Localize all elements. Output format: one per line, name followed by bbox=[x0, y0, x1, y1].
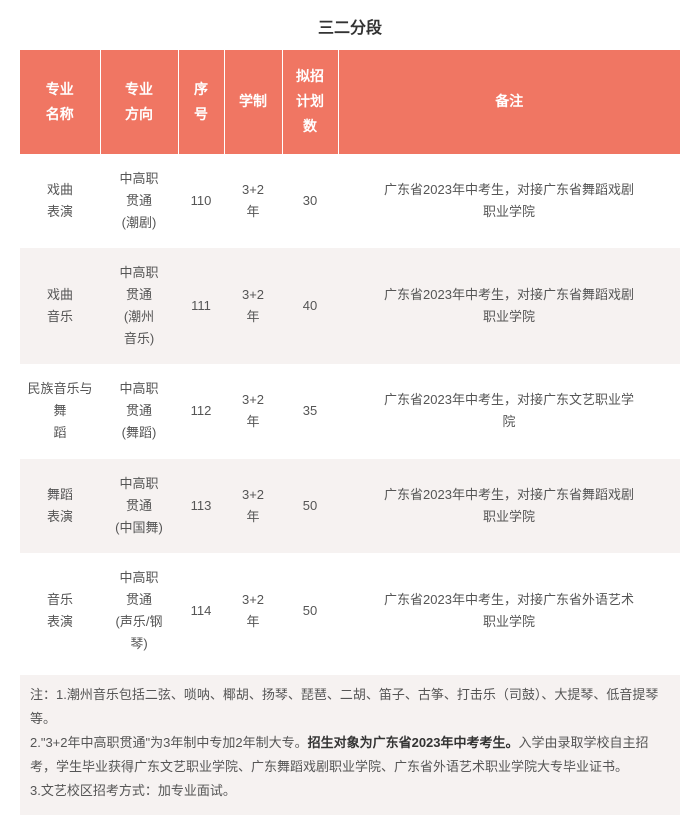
note-3: 3.文艺校区招考方式：加专业面试。 bbox=[30, 779, 670, 803]
th-remark: 备注 bbox=[338, 50, 680, 154]
cell-major-dir: 中高职贯通(中国舞) bbox=[100, 459, 178, 553]
cell-major-name: 戏曲音乐 bbox=[20, 248, 100, 364]
page-title: 三二分段 bbox=[0, 0, 700, 50]
admission-table: 专业名称 专业方向 序号 学制 拟招计划数 备注 戏曲表演 中高职贯通(潮剧) … bbox=[20, 50, 680, 669]
cell-system: 3+2年 bbox=[224, 248, 282, 364]
note-2: 2."3+2年中高职贯通"为3年制中专加2年制大专。招生对象为广东省2023年中… bbox=[30, 731, 670, 779]
cell-remark: 广东省2023年中考生，对接广东省舞蹈戏剧职业学院 bbox=[338, 459, 680, 553]
cell-system: 3+2年 bbox=[224, 553, 282, 669]
table-body: 戏曲表演 中高职贯通(潮剧) 110 3+2年 30 广东省2023年中考生，对… bbox=[20, 154, 680, 670]
cell-plan: 50 bbox=[282, 459, 338, 553]
cell-remark: 广东省2023年中考生，对接广东省舞蹈戏剧职业学院 bbox=[338, 248, 680, 364]
table-header-row: 专业名称 专业方向 序号 学制 拟招计划数 备注 bbox=[20, 50, 680, 154]
cell-seq: 113 bbox=[178, 459, 224, 553]
table-row: 戏曲音乐 中高职贯通(潮州音乐) 111 3+2年 40 广东省2023年中考生… bbox=[20, 248, 680, 364]
table-row: 民族音乐与舞蹈 中高职贯通(舞蹈) 112 3+2年 35 广东省2023年中考… bbox=[20, 364, 680, 458]
cell-major-name: 戏曲表演 bbox=[20, 154, 100, 248]
cell-major-name: 民族音乐与舞蹈 bbox=[20, 364, 100, 458]
notes-block: 注：1.潮州音乐包括二弦、唢呐、椰胡、扬琴、琵琶、二胡、笛子、古筝、打击乐（司鼓… bbox=[20, 675, 680, 815]
cell-plan: 35 bbox=[282, 364, 338, 458]
table-row: 戏曲表演 中高职贯通(潮剧) 110 3+2年 30 广东省2023年中考生，对… bbox=[20, 154, 680, 248]
th-major-name: 专业名称 bbox=[20, 50, 100, 154]
th-major-dir: 专业方向 bbox=[100, 50, 178, 154]
cell-system: 3+2年 bbox=[224, 154, 282, 248]
cell-remark: 广东省2023年中考生，对接广东省外语艺术职业学院 bbox=[338, 553, 680, 669]
th-plan: 拟招计划数 bbox=[282, 50, 338, 154]
cell-seq: 110 bbox=[178, 154, 224, 248]
cell-plan: 50 bbox=[282, 553, 338, 669]
cell-major-dir: 中高职贯通(声乐/钢琴) bbox=[100, 553, 178, 669]
table-row: 音乐表演 中高职贯通(声乐/钢琴) 114 3+2年 50 广东省2023年中考… bbox=[20, 553, 680, 669]
cell-major-name: 音乐表演 bbox=[20, 553, 100, 669]
table-row: 舞蹈表演 中高职贯通(中国舞) 113 3+2年 50 广东省2023年中考生，… bbox=[20, 459, 680, 553]
cell-seq: 111 bbox=[178, 248, 224, 364]
cell-plan: 30 bbox=[282, 154, 338, 248]
cell-plan: 40 bbox=[282, 248, 338, 364]
cell-major-dir: 中高职贯通(潮剧) bbox=[100, 154, 178, 248]
cell-seq: 112 bbox=[178, 364, 224, 458]
cell-system: 3+2年 bbox=[224, 364, 282, 458]
cell-seq: 114 bbox=[178, 553, 224, 669]
note-1: 注：1.潮州音乐包括二弦、唢呐、椰胡、扬琴、琵琶、二胡、笛子、古筝、打击乐（司鼓… bbox=[30, 683, 670, 731]
cell-major-dir: 中高职贯通(潮州音乐) bbox=[100, 248, 178, 364]
th-system: 学制 bbox=[224, 50, 282, 154]
note-2-part-a: 2."3+2年中高职贯通"为3年制中专加2年制大专。 bbox=[30, 735, 308, 750]
cell-remark: 广东省2023年中考生，对接广东省舞蹈戏剧职业学院 bbox=[338, 154, 680, 248]
cell-major-name: 舞蹈表演 bbox=[20, 459, 100, 553]
cell-remark: 广东省2023年中考生，对接广东文艺职业学院 bbox=[338, 364, 680, 458]
note-2-bold: 招生对象为广东省2023年中考考生。 bbox=[308, 735, 519, 750]
th-seq: 序号 bbox=[178, 50, 224, 154]
cell-system: 3+2年 bbox=[224, 459, 282, 553]
cell-major-dir: 中高职贯通(舞蹈) bbox=[100, 364, 178, 458]
